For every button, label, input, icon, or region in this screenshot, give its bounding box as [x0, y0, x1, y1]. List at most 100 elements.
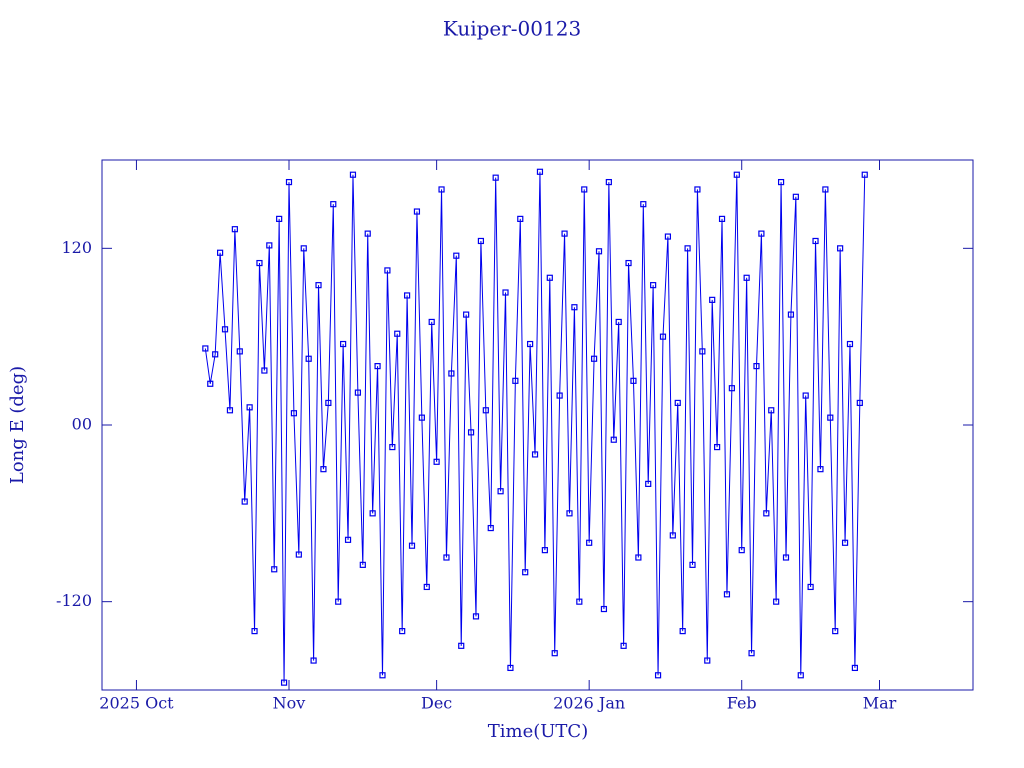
data-point	[261, 367, 268, 374]
data-point	[448, 370, 455, 377]
data-point	[709, 296, 716, 303]
data-point	[664, 233, 672, 240]
data-point	[359, 561, 366, 568]
data-point	[620, 642, 627, 649]
data-point	[221, 326, 229, 333]
data-point	[807, 583, 814, 591]
data-point	[271, 566, 278, 573]
data-point	[684, 245, 691, 252]
x-tick-label: 2025 Oct	[99, 694, 174, 713]
data-point	[851, 664, 858, 672]
data-point	[654, 672, 662, 679]
data-point	[458, 642, 465, 649]
data-point	[546, 274, 553, 281]
y-axis-label: Long E (deg)	[7, 366, 28, 484]
data-point	[527, 340, 534, 348]
data-point	[403, 292, 411, 299]
data-point	[349, 171, 357, 178]
data-point	[674, 399, 681, 407]
data-point	[758, 230, 765, 237]
data-point	[679, 628, 686, 635]
data-point	[379, 672, 386, 679]
data-point	[340, 340, 347, 348]
data-point	[723, 591, 731, 598]
data-point	[290, 410, 298, 417]
data-point	[408, 542, 416, 549]
data-point	[315, 282, 322, 289]
data-point	[718, 215, 726, 222]
data-point	[738, 547, 745, 554]
data-point	[635, 554, 642, 561]
data-point	[590, 355, 598, 362]
data-point	[246, 404, 253, 411]
data-point	[236, 348, 243, 355]
data-point	[463, 311, 470, 318]
data-point	[748, 650, 755, 657]
data-point	[433, 458, 440, 465]
data-point	[241, 498, 248, 505]
data-point	[669, 532, 676, 539]
data-point	[777, 178, 785, 186]
data-point	[561, 230, 568, 237]
data-point	[576, 598, 583, 605]
data-point	[581, 186, 588, 193]
data-point	[389, 443, 396, 451]
data-point	[753, 363, 760, 370]
data-point	[556, 392, 563, 399]
data-point	[438, 186, 445, 193]
data-point	[600, 605, 608, 613]
data-point	[295, 551, 302, 558]
data-point	[610, 436, 617, 443]
data-point	[551, 650, 558, 657]
data-point	[217, 249, 224, 256]
data-point	[689, 561, 696, 568]
data-point	[418, 414, 425, 421]
data-point	[728, 385, 735, 392]
data-point	[502, 289, 509, 296]
data-point	[231, 226, 238, 233]
data-point	[856, 399, 863, 407]
x-axis-label: Time(UTC)	[488, 721, 588, 742]
data-point	[256, 259, 263, 267]
data-point	[802, 392, 809, 399]
data-point	[822, 186, 829, 193]
data-point	[714, 443, 721, 451]
data-point	[837, 245, 844, 252]
y-tick-label: 00	[72, 415, 92, 434]
data-point	[694, 186, 701, 193]
data-point	[846, 340, 854, 348]
data-point	[413, 208, 421, 215]
data-point	[399, 628, 406, 635]
data-point	[797, 672, 804, 679]
data-point	[531, 451, 539, 458]
data-point	[541, 547, 548, 554]
data-point	[330, 201, 337, 208]
data-point	[443, 554, 450, 561]
data-point	[364, 230, 371, 237]
data-point	[266, 242, 273, 249]
data-point	[733, 171, 740, 178]
data-point	[285, 178, 293, 186]
data-point	[566, 510, 573, 517]
data-point	[536, 168, 544, 175]
data-point	[251, 628, 258, 635]
data-point	[354, 389, 361, 396]
data-point	[699, 348, 706, 355]
data-point	[512, 377, 519, 384]
data-point	[487, 524, 494, 532]
data-point	[497, 488, 504, 495]
data-point	[630, 377, 637, 384]
data-point	[640, 201, 647, 208]
data-point	[812, 237, 819, 245]
data-point	[310, 657, 317, 664]
data-point	[615, 318, 622, 326]
data-point	[300, 245, 307, 252]
data-point	[276, 215, 283, 222]
data-point	[482, 407, 489, 414]
data-point	[782, 554, 790, 561]
data-point	[645, 480, 652, 487]
data-point	[428, 318, 435, 326]
data-point	[507, 664, 514, 672]
data-point	[743, 274, 750, 281]
